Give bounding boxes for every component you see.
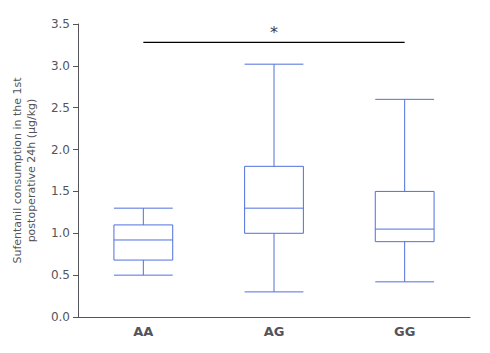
- svg-text:*: *: [270, 23, 278, 42]
- svg-text:postoperative 24h (μg/kg): postoperative 24h (μg/kg): [25, 99, 38, 243]
- svg-text:AA: AA: [133, 324, 153, 339]
- svg-text:1.0: 1.0: [51, 226, 70, 240]
- svg-text:GG: GG: [394, 324, 415, 339]
- svg-text:0.5: 0.5: [51, 268, 70, 282]
- svg-text:Sufentanil consumption in the: Sufentanil consumption in the 1st: [11, 77, 24, 264]
- svg-text:3.0: 3.0: [51, 59, 70, 73]
- svg-text:1.5: 1.5: [51, 184, 70, 198]
- svg-text:0.0: 0.0: [51, 310, 70, 324]
- svg-text:3.5: 3.5: [51, 17, 70, 31]
- svg-text:AG: AG: [264, 324, 285, 339]
- svg-text:2.5: 2.5: [51, 101, 70, 115]
- svg-text:2.0: 2.0: [51, 143, 70, 157]
